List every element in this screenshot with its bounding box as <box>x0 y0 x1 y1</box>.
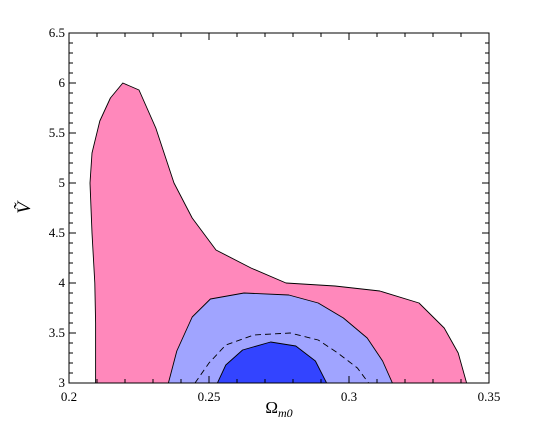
y-tick-label: 6.5 <box>49 25 65 40</box>
y-tick-label: 5.5 <box>49 125 65 140</box>
y-tick-labels: 3 3.5 4 4.5 5 5.5 6 6.5 <box>49 25 66 390</box>
x-axis-label-sub: m0 <box>278 406 293 420</box>
y-tick-label: 6 <box>59 75 66 90</box>
x-tick-label: 0.35 <box>478 389 501 404</box>
x-tick-label: 0.2 <box>61 389 77 404</box>
x-tick-label: 0.25 <box>198 389 221 404</box>
region-outer <box>89 82 468 384</box>
x-tick-labels: 0.2 0.25 0.3 0.35 <box>61 389 501 404</box>
x-axis-label: Ωm0 <box>265 398 292 420</box>
axis-ticks <box>68 32 490 384</box>
y-axis-label: Ṽ <box>14 200 35 214</box>
y-tick-label: 4.5 <box>49 225 65 240</box>
plot-frame <box>68 32 490 384</box>
region-inner <box>216 341 328 384</box>
y-tick-label: 4 <box>59 275 66 290</box>
x-tick-label: 0.3 <box>341 389 357 404</box>
y-tick-label: 3 <box>59 375 66 390</box>
y-tick-label: 5 <box>59 175 66 190</box>
region-middle <box>167 292 393 384</box>
confidence-regions <box>89 82 468 384</box>
x-axis-label-main: Ω <box>265 398 278 417</box>
dashed-contour-line <box>194 332 369 384</box>
y-tick-label: 3.5 <box>49 325 65 340</box>
